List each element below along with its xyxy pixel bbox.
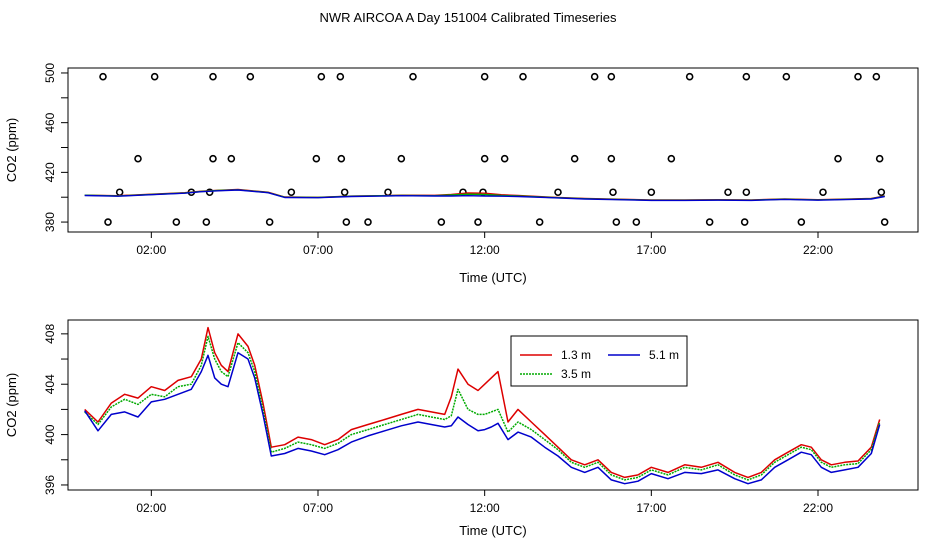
x-tick-label: 07:00 <box>303 501 333 515</box>
outlier-point <box>742 72 751 81</box>
outlier-point <box>480 72 489 81</box>
outlier-point <box>519 72 527 81</box>
plot-frame <box>67 67 919 233</box>
outlier-point <box>742 188 751 197</box>
outlier-point <box>535 218 544 226</box>
outlier-point <box>99 72 107 81</box>
legend-box <box>510 335 688 387</box>
figure-title: NWR AIRCOA A Day 151004 Calibrated Times… <box>320 10 617 25</box>
outlier-point <box>607 72 616 81</box>
y-tick-label: 400 <box>43 424 57 444</box>
legend-label: 5.1 m <box>649 348 679 362</box>
outlier-point <box>209 72 217 81</box>
outlier-point <box>397 154 406 163</box>
outlier-point <box>740 218 749 226</box>
series-line-5-1-m <box>84 189 885 202</box>
outlier-point <box>607 154 616 163</box>
outlier-point <box>590 72 599 81</box>
series-line-1-3-m <box>84 326 881 479</box>
outlier-point <box>609 188 617 197</box>
outlier-point <box>246 72 255 81</box>
outlier-point <box>685 72 694 81</box>
outlier-point <box>437 218 446 226</box>
outlier-point <box>336 72 345 81</box>
x-tick-label: 17:00 <box>636 243 666 257</box>
outlier-point <box>500 154 509 163</box>
x-tick-label: 12:00 <box>470 501 500 515</box>
y-tick-label: 500 <box>43 63 57 83</box>
outlier-point <box>612 218 621 226</box>
outlier-point <box>364 218 372 226</box>
legend-label: 3.5 m <box>561 367 591 381</box>
x-axis-label: Time (UTC) <box>459 270 526 285</box>
legend-label: 1.3 m <box>561 348 591 362</box>
outlier-point <box>202 218 211 226</box>
outlier-point <box>409 72 417 81</box>
outlier-point <box>480 154 489 163</box>
outlier-point <box>227 154 236 163</box>
x-tick-label: 17:00 <box>636 501 666 515</box>
outlier-point <box>104 218 112 226</box>
outlier-point <box>150 72 159 81</box>
x-tick-label: 22:00 <box>803 501 833 515</box>
outlier-point <box>205 188 214 197</box>
x-tick-label: 07:00 <box>303 243 333 257</box>
outlier-point <box>647 188 656 197</box>
x-axis-label: Time (UTC) <box>459 523 526 538</box>
y-tick-label: 396 <box>43 475 57 495</box>
bottom-panel: 02:00 07:00 12:00 17:00 22:00 396 400 404 408 Tim… <box>4 319 919 538</box>
outlier-point <box>134 154 142 163</box>
outlier-point <box>877 188 886 197</box>
outlier-point <box>287 188 296 197</box>
outlier-point <box>312 154 321 163</box>
x-tick-label: 12:00 <box>470 243 500 257</box>
series-line-3-5-m <box>84 335 881 481</box>
x-tick-label: 22:00 <box>803 243 833 257</box>
y-tick-label: 380 <box>43 212 57 232</box>
y-tick-label: 404 <box>43 374 57 394</box>
outlier-point <box>209 154 217 163</box>
y-tick-label: 460 <box>43 112 57 132</box>
outlier-point <box>819 188 827 197</box>
outlier-point <box>554 188 562 197</box>
outlier-point <box>880 218 889 226</box>
y-tick-label: 420 <box>43 162 57 182</box>
outlier-point <box>875 154 884 163</box>
outlier-point <box>872 72 881 81</box>
outlier-point <box>340 188 349 197</box>
outlier-point <box>172 218 181 226</box>
x-tick-label: 02:00 <box>136 243 166 257</box>
outlier-point <box>834 154 842 163</box>
x-tick-label: 02:00 <box>136 501 166 515</box>
outlier-point <box>705 218 714 226</box>
y-tick-label: 408 <box>43 324 57 344</box>
outlier-point <box>724 188 732 197</box>
outlier-point <box>474 218 482 226</box>
outlier-point <box>782 72 791 81</box>
outlier-point <box>342 218 351 226</box>
outlier-point <box>337 154 346 163</box>
top-panel: 02:00 07:00 12:00 17:00 22:00 380 420 460 500 Tim… <box>4 63 919 285</box>
outlier-point <box>570 154 579 163</box>
series-line-5-1-m <box>84 351 881 485</box>
y-axis-label: CO2 (ppm) <box>4 373 19 437</box>
outlier-point <box>265 218 274 226</box>
outlier-point <box>854 72 862 81</box>
outlier-point <box>797 218 806 226</box>
outlier-point <box>632 218 641 226</box>
plot-frame <box>67 319 919 491</box>
outlier-point <box>667 154 676 163</box>
outlier-point <box>479 188 487 197</box>
outlier-point <box>317 72 326 81</box>
y-axis-label: CO2 (ppm) <box>4 118 19 182</box>
